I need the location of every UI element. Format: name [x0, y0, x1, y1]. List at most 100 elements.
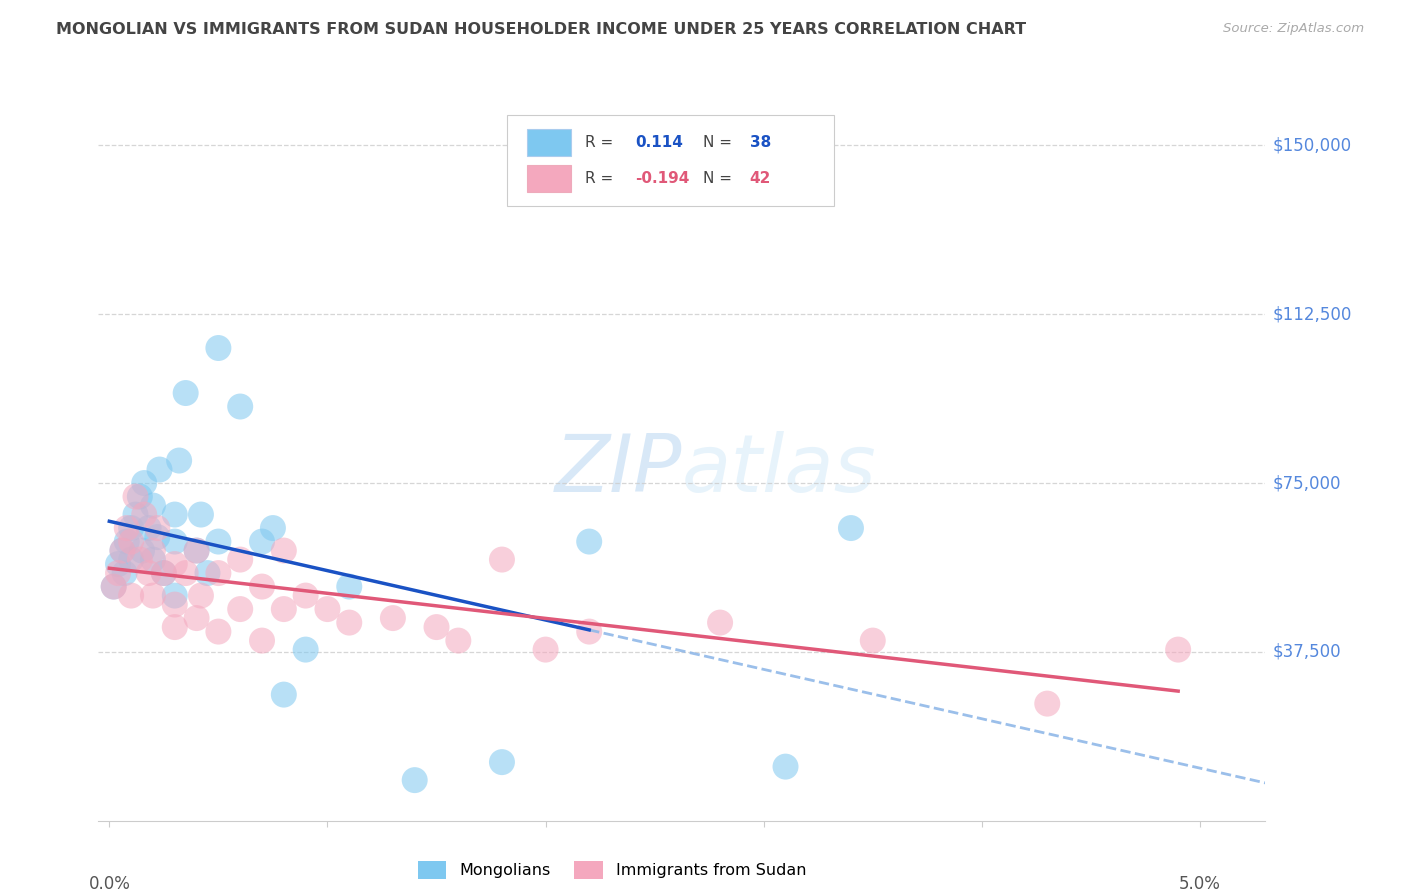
Text: N =: N = [703, 171, 737, 186]
Point [107, 566, 129, 580]
Text: Source: ZipAtlas.com: Source: ZipAtlas.com [1223, 22, 1364, 36]
Point [197, 566, 219, 580]
Point [167, 453, 190, 467]
Text: R =: R = [585, 171, 619, 186]
Point [273, 602, 295, 616]
Point [447, 633, 470, 648]
Point [153, 566, 176, 580]
Point [114, 566, 136, 580]
Point [163, 598, 186, 612]
Text: ZIP: ZIP [554, 431, 682, 508]
Point [491, 552, 513, 566]
Text: $75,000: $75,000 [1272, 474, 1341, 492]
Bar [527, 128, 571, 156]
Point [163, 589, 186, 603]
Point [709, 615, 731, 630]
Point [1036, 697, 1059, 711]
Text: 38: 38 [749, 135, 770, 150]
Point [775, 759, 797, 773]
Point [381, 611, 404, 625]
Point [142, 552, 165, 566]
Point [207, 566, 229, 580]
Point [163, 508, 186, 522]
Point [186, 543, 208, 558]
Point [163, 534, 186, 549]
Point [107, 557, 129, 571]
Point [120, 521, 142, 535]
Point [207, 341, 229, 355]
Text: 0.114: 0.114 [636, 135, 683, 150]
Point [294, 642, 316, 657]
Point [142, 499, 165, 513]
Point [578, 624, 600, 639]
Text: $112,500: $112,500 [1272, 305, 1351, 323]
Point [1167, 642, 1189, 657]
Text: -0.194: -0.194 [636, 171, 689, 186]
Point [207, 624, 229, 639]
Point [250, 633, 273, 648]
Point [337, 615, 360, 630]
Point [120, 552, 142, 566]
Point [138, 566, 160, 580]
Point [250, 534, 273, 549]
Point [229, 602, 252, 616]
Point [134, 508, 156, 522]
Point [534, 642, 557, 657]
Text: 0.0%: 0.0% [89, 875, 131, 892]
Point [425, 620, 447, 634]
Text: R =: R = [585, 135, 619, 150]
FancyBboxPatch shape [506, 115, 834, 206]
Point [163, 557, 186, 571]
Point [229, 552, 252, 566]
Point [146, 530, 169, 544]
Point [163, 620, 186, 634]
Text: $37,500: $37,500 [1272, 643, 1341, 661]
Text: 42: 42 [749, 171, 770, 186]
Point [153, 566, 176, 580]
Point [142, 543, 165, 558]
Point [142, 589, 165, 603]
Text: 5.0%: 5.0% [1180, 875, 1220, 892]
Point [273, 543, 295, 558]
Point [186, 543, 208, 558]
Point [207, 534, 229, 549]
Point [190, 508, 212, 522]
Point [128, 490, 150, 504]
Point [262, 521, 284, 535]
Point [148, 462, 170, 476]
Point [131, 543, 153, 558]
Point [294, 589, 316, 603]
Bar [527, 164, 571, 193]
Point [273, 688, 295, 702]
Point [578, 534, 600, 549]
Point [229, 400, 252, 414]
Point [174, 386, 197, 401]
Point [120, 589, 142, 603]
Point [138, 521, 160, 535]
Point [862, 633, 884, 648]
Point [103, 580, 125, 594]
Text: atlas: atlas [682, 431, 877, 508]
Point [115, 521, 138, 535]
Point [120, 534, 142, 549]
Point [250, 580, 273, 594]
Point [111, 543, 134, 558]
Point [115, 534, 138, 549]
Point [174, 566, 197, 580]
Point [491, 755, 513, 769]
Legend: Mongolians, Immigrants from Sudan: Mongolians, Immigrants from Sudan [411, 855, 813, 886]
Point [124, 508, 146, 522]
Point [190, 589, 212, 603]
Point [128, 552, 150, 566]
Point [316, 602, 339, 616]
Point [124, 490, 146, 504]
Point [337, 580, 360, 594]
Point [404, 773, 426, 788]
Point [134, 476, 156, 491]
Point [103, 580, 125, 594]
Point [111, 543, 134, 558]
Point [186, 611, 208, 625]
Point [146, 521, 169, 535]
Point [839, 521, 862, 535]
Text: N =: N = [703, 135, 737, 150]
